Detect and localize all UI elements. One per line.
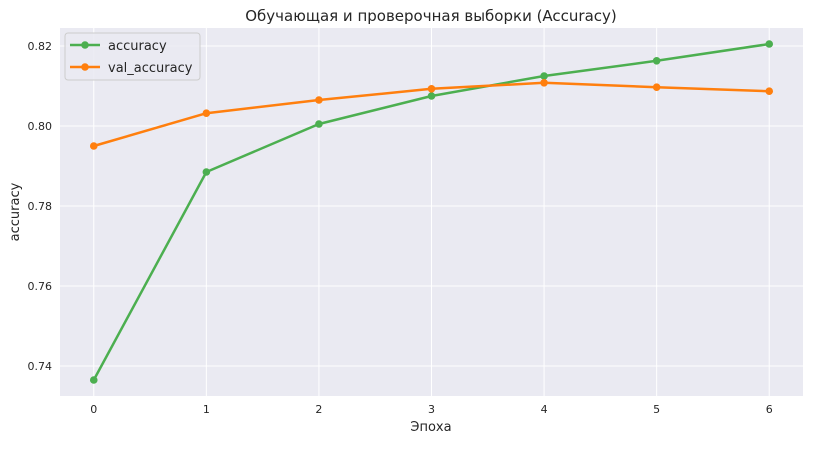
x-tick-label: 0 bbox=[90, 403, 97, 416]
data-point bbox=[427, 85, 436, 93]
series-lines bbox=[89, 40, 774, 384]
data-point bbox=[427, 92, 436, 100]
data-point bbox=[652, 83, 661, 91]
x-tick-label: 4 bbox=[541, 403, 548, 416]
chart-title: Обучающая и проверочная выборки (Accurac… bbox=[245, 7, 617, 25]
x-axis-label: Эпоха bbox=[410, 420, 451, 435]
grid-lines bbox=[60, 28, 803, 396]
x-tick-label: 6 bbox=[766, 403, 773, 416]
data-point bbox=[89, 142, 98, 150]
data-point bbox=[202, 168, 211, 176]
legend: accuracy val_accuracy bbox=[64, 32, 201, 81]
x-tick-labels: 0 1 2 3 4 5 6 bbox=[90, 403, 772, 416]
y-tick-label: 0.76 bbox=[28, 280, 53, 293]
data-point bbox=[315, 96, 323, 104]
legend-label: val_accuracy bbox=[108, 61, 193, 76]
series-val-accuracy bbox=[89, 79, 774, 150]
y-tick-label: 0.82 bbox=[28, 40, 53, 53]
legend-item-accuracy: accuracy bbox=[70, 39, 167, 54]
data-point bbox=[765, 40, 774, 48]
y-tick-label: 0.74 bbox=[28, 360, 53, 373]
legend-label: accuracy bbox=[108, 39, 167, 54]
data-point bbox=[540, 79, 548, 87]
y-axis-label: accuracy bbox=[8, 182, 23, 241]
x-tick-label: 2 bbox=[315, 403, 322, 416]
data-point bbox=[202, 109, 211, 117]
y-tick-label: 0.80 bbox=[28, 120, 53, 133]
legend-marker bbox=[81, 41, 89, 49]
x-tick-label: 5 bbox=[653, 403, 660, 416]
data-point bbox=[765, 87, 774, 95]
data-point bbox=[315, 120, 323, 128]
legend-item-val-accuracy: val_accuracy bbox=[70, 61, 193, 76]
x-tick-label: 1 bbox=[203, 403, 210, 416]
data-point bbox=[652, 57, 661, 65]
legend-marker bbox=[81, 63, 89, 71]
series-accuracy bbox=[89, 40, 774, 384]
y-tick-label: 0.78 bbox=[28, 200, 53, 213]
data-point bbox=[89, 376, 98, 384]
y-tick-labels: 0.74 0.76 0.78 0.80 0.82 bbox=[28, 40, 53, 373]
data-point bbox=[540, 72, 548, 80]
x-tick-label: 3 bbox=[428, 403, 435, 416]
